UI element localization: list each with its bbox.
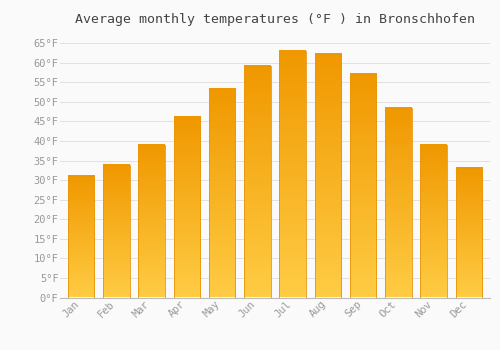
Bar xyxy=(280,51,306,298)
Bar xyxy=(420,145,447,298)
Bar xyxy=(385,108,411,298)
Bar xyxy=(244,66,270,297)
Bar xyxy=(350,74,376,298)
Bar xyxy=(209,89,236,298)
Bar xyxy=(174,117,200,298)
Bar xyxy=(68,176,94,298)
Bar xyxy=(456,168,482,298)
Bar xyxy=(314,54,341,298)
Bar xyxy=(138,145,165,298)
Title: Average monthly temperatures (°F ) in Bronschhofen: Average monthly temperatures (°F ) in Br… xyxy=(75,13,475,26)
Bar xyxy=(103,165,130,298)
